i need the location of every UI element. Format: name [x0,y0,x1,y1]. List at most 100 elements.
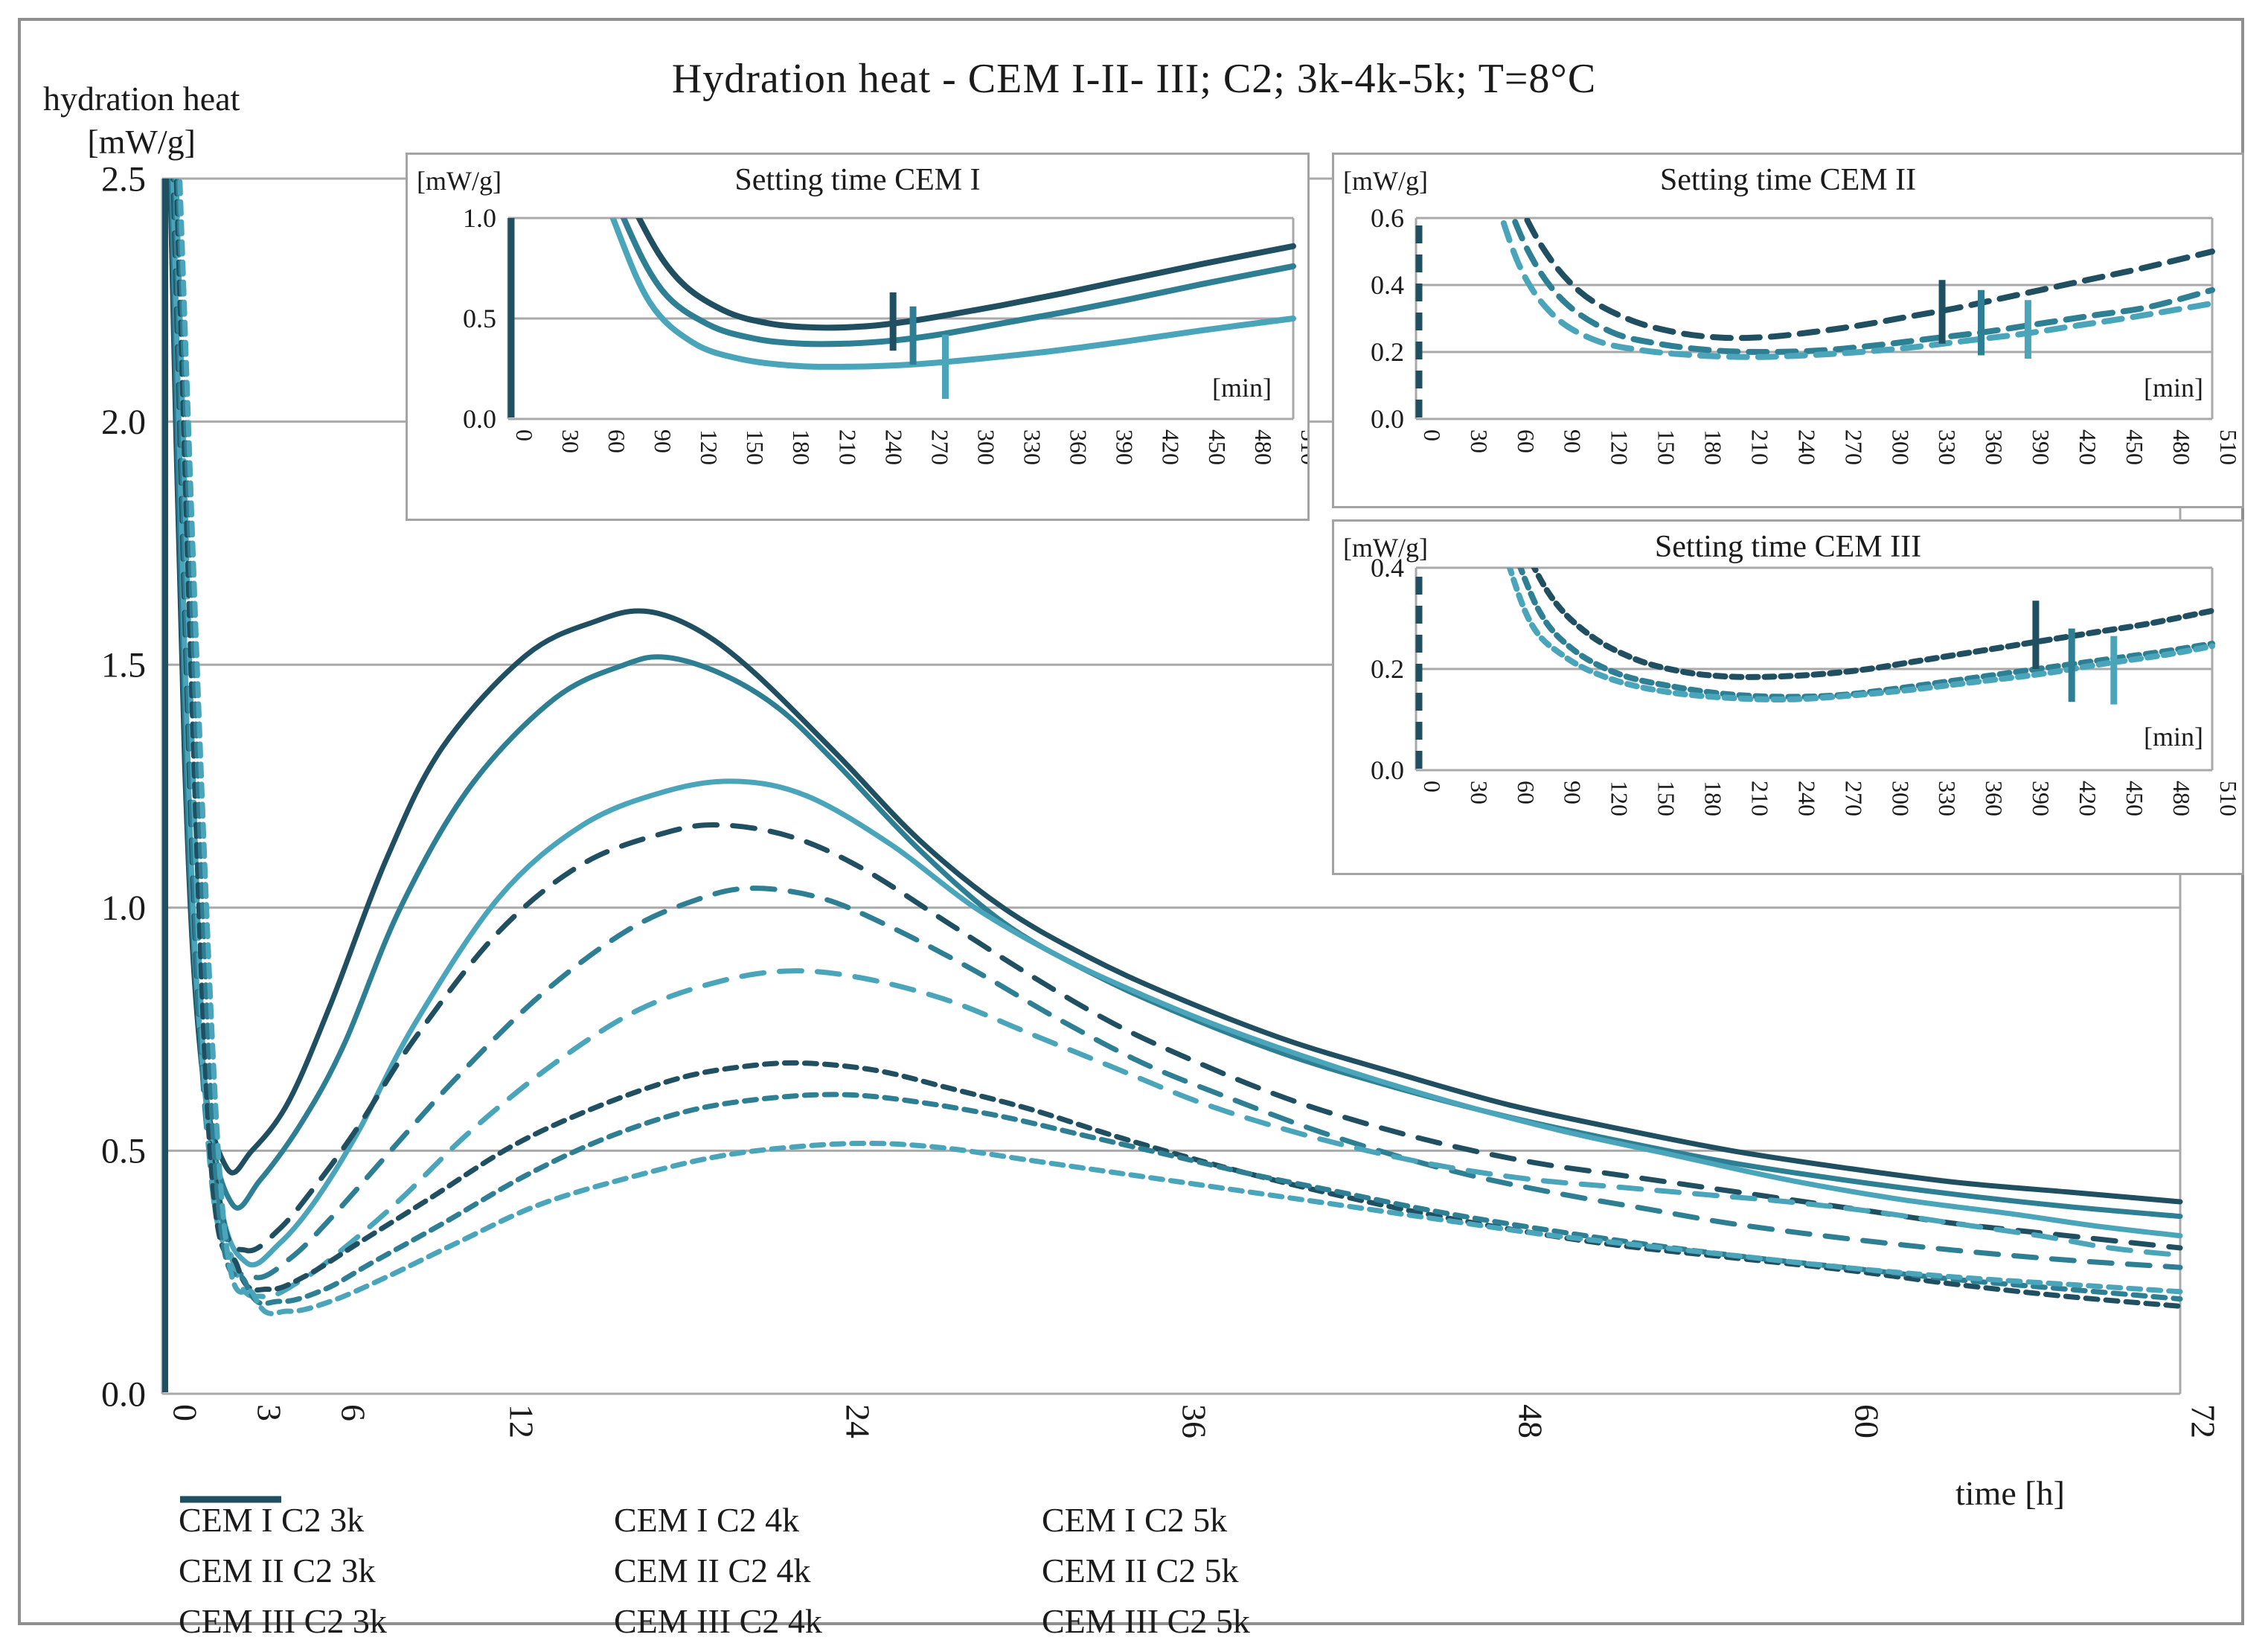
x-tick-label: 150 [1653,429,1680,465]
x-tick-label: 240 [1793,429,1820,465]
y-tick-label: 2.5 [101,159,146,199]
curve-cem-iii-c2-3k [177,179,2183,1316]
legend-label: CEM I C2 5k [1042,1500,1228,1539]
inset3-y-tick-labels: 0.0 0.2 0.4 [1371,553,1404,785]
inset1-curves [609,218,1296,370]
x-tick-label: 300 [973,429,999,465]
y-tick-label: 0.0 [101,1374,146,1414]
curve-cem-ii-c2-4k [172,179,2183,1281]
inset1-x-tick-labels: 0 30 60 90 120 150 180 210 240 270 300 330 360 390 420… [511,429,1307,465]
x-tick-label: 60 [1848,1404,1886,1438]
y-tick-label: 1.5 [101,646,146,685]
inset3-canvas: 0.0 0.2 0.4 0 30 60 90 120 150 180 210 240 270 300 330… [1371,553,2242,816]
x-tick-label: 0 [167,1404,205,1421]
x-tick-label: 120 [696,429,723,465]
x-tick-label: 210 [834,429,861,465]
inset-setting-time-cem2: Setting time CEM II [mW/g] 0.0 0.2 0.4 0.6 0… [1332,153,2244,508]
legend-label: CEM III C2 4k [614,1601,822,1640]
inset2-y-tick-labels: 0.0 0.2 0.4 0.6 [1371,203,1404,434]
x-tick-label: 300 [1887,429,1914,465]
legend-label: CEM II C2 3k [179,1551,376,1589]
curve-cem-iii-c2-5k [1531,568,2215,680]
curve-cem-ii-c2-3k [1499,218,2215,360]
x-tick-label: 120 [1606,429,1633,465]
x-tick-label: 180 [1700,781,1727,816]
legend-label: CEM II C2 5k [1042,1551,1239,1589]
x-tick-label: 30 [1466,781,1493,804]
legend: CEM I C2 3k CEM I C2 4k CEM I C2 5k CEM II … [179,1494,1503,1646]
curve-cem-i-c2-3k [609,218,1296,370]
y-tick-label: 0.4 [1371,553,1404,583]
inset1-unit-label: [mW/g] [417,166,502,196]
y-tick-label: 0.0 [1371,755,1404,785]
y-tick-label: 0.0 [463,404,496,434]
x-tick-label: 180 [788,429,815,465]
x-tick-label: 480 [1250,429,1277,465]
x-tick-label: 72 [2185,1404,2223,1438]
x-tick-label: 3 [251,1404,289,1421]
x-tick-label: 60 [603,429,630,453]
inset1-canvas: 0.0 0.5 1.0 0 30 60 90 120 150 180 210 240 270 300 330… [463,203,1307,465]
legend-item: CEM III C2 4k [180,1496,1042,1641]
legend-item: CEM II C2 4k [180,1496,1042,1590]
x-tick-label: 48 [1512,1404,1550,1438]
x-tick-label: 450 [1204,429,1231,465]
x-tick-label: 12 [503,1404,541,1438]
x-tick-label: 390 [2028,781,2054,816]
curve-cem-iii-c2-4k [175,179,2183,1307]
curve-cem-ii-c2-4k [1510,218,2215,356]
y-tick-label: 0.2 [1371,337,1404,367]
x-tick-label: 150 [742,429,769,465]
x-tick-label: 0 [511,429,538,441]
curve-cem-i-c2-3k [170,179,2183,1268]
x-tick-label: 60 [1513,781,1540,804]
x-tick-label: 150 [1653,781,1680,816]
x-tick-label: 360 [1981,429,2008,465]
x-tick-label: 0 [1419,429,1446,441]
inset-setting-time-cem1: Setting time CEM I [mW/g] 0.0 0.5 1.0 0 30 60… [406,153,1310,521]
legend-item: CEM I C2 4k [180,1496,1042,1540]
inset2-title: Setting time CEM II [1659,163,1917,197]
x-tick-label: 330 [1019,429,1046,465]
x-tick-label: 270 [1840,429,1867,465]
inset3-x-tick-labels: 0 30 60 90 120 150 180 210 240 270 300 330 360 390 420… [1419,781,2242,816]
main-x-tick-labels: 0 3 6 12 24 36 48 60 72 [167,1404,2223,1438]
x-tick-label: 300 [1887,781,1914,816]
x-tick-label: 330 [1934,429,1961,465]
legend-item: CEM I C2 3k [179,1496,614,1540]
inset-setting-time-cem3: Setting time CEM III [mW/g] 0.0 0.2 0.4 0 30… [1332,519,2244,875]
x-tick-label: 420 [2075,429,2101,465]
y-tick-label: 1.0 [101,888,146,928]
x-tick-label: 240 [1793,781,1820,816]
inset2-min-label: [min] [2144,373,2203,403]
x-tick-label: 240 [880,429,907,465]
inset3-min-label: [min] [2144,722,2203,752]
x-tick-label: 360 [1066,429,1092,465]
x-tick-label: 90 [1560,429,1586,453]
legend-item: CEM III C2 3k [179,1496,614,1641]
inset3-grid [1415,566,2214,772]
x-tick-label: 180 [1700,429,1727,465]
x-tick-label: 120 [1606,781,1633,816]
legend-item: CEM I C2 5k [180,1496,1503,1540]
inset2-x-tick-labels: 0 30 60 90 120 150 180 210 240 270 300 330 360 390 420… [1419,429,2242,465]
curve-cem-i-c2-5k [635,218,1296,331]
legend-label: CEM III C2 5k [1042,1601,1250,1640]
inset1-y-tick-labels: 0.0 0.5 1.0 [463,203,496,434]
curve-cem-i-c2-4k [620,218,1296,348]
y-axis-title: hydration heat [mW/g] [43,77,240,164]
curve-cem-ii-c2-5k [170,179,2183,1254]
x-tick-label: 480 [2168,429,2195,465]
y-tick-label: 0.6 [1371,203,1404,233]
legend-item: CEM II C2 3k [179,1496,614,1590]
inset2-grid [1415,217,2214,420]
x-tick-label: 90 [1560,781,1586,804]
x-tick-label: 480 [2168,781,2195,816]
x-tick-label: 510 [1296,429,1307,465]
y-tick-label: 0.4 [1371,270,1404,300]
inset3-curves [1506,568,2215,702]
y-tick-label: 0.5 [101,1132,146,1171]
legend-item: CEM II C2 5k [180,1496,1503,1590]
main-curves [167,179,2183,1316]
x-tick-label: 0 [1419,781,1446,793]
